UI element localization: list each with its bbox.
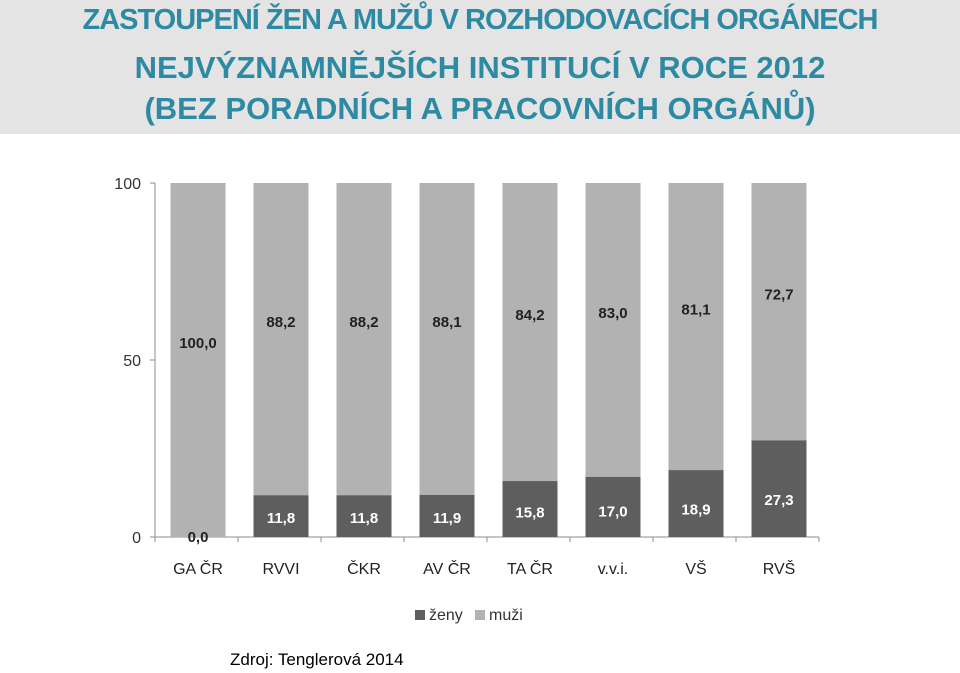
chart-title-line-1: ZASTOUPENÍ ŽEN A MUŽŮ V ROZHODOVACÍCH OR… [82,4,878,36]
chart-title-line-2: NEJVÝZNAMNĚJŠÍCH INSTITUCÍ V ROCE 2012 [134,50,826,85]
y-tick-label: 50 [123,353,141,370]
bar-segment-muzi [419,183,475,495]
data-label-zeny: 11,9 [433,510,461,527]
y-tick-label: 0 [132,530,141,547]
bar-segment-muzi [170,183,226,537]
bar-segment-zeny [419,494,475,537]
bar-segment-muzi [668,183,724,471]
bar-segment-muzi [502,183,558,482]
bar-segment-zeny [668,470,724,537]
legend-label-muzi: muži [489,607,523,624]
data-label-muzi: 88,2 [349,314,378,331]
data-label-zeny: 0,0 [188,529,209,546]
data-label-zeny: 17,0 [598,503,627,520]
x-category-label: GA ČR [173,559,223,578]
data-label-zeny: 27,3 [764,492,793,509]
bar-segment-muzi [751,183,807,441]
x-category-label: RVVI [262,561,299,578]
bar-segment-muzi [336,183,392,496]
data-label-zeny: 11,8 [267,510,295,527]
data-label-zeny: 11,8 [350,510,378,527]
legend-swatch-muzi [475,610,485,620]
bar-segment-zeny [502,481,558,537]
data-label-muzi: 100,0 [179,335,217,352]
legend-swatch-zeny [415,610,425,620]
bar-segment-zeny [253,495,309,537]
legend-label-zeny: ženy [429,607,463,624]
x-category-label: TA ČR [507,559,553,578]
bar-segment-muzi [253,183,309,496]
x-category-label: ČKR [347,559,381,578]
x-category-label: VŠ [685,559,706,578]
data-label-muzi: 72,7 [764,287,793,304]
bar-segment-zeny [585,476,641,537]
x-category-label: v.v.i. [598,561,629,578]
bar-segment-zeny [336,495,392,537]
bar-segment-muzi [585,183,641,477]
chart-title-line-3: (BEZ PORADNÍCH A PRACOVNÍCH ORGÁNŮ) [144,91,816,126]
bar-segment-zeny [751,440,807,537]
data-label-muzi: 88,2 [266,314,295,331]
source-note: Zdroj: Tenglerová 2014 [230,650,404,669]
data-label-zeny: 18,9 [681,501,710,518]
data-label-muzi: 81,1 [681,302,710,319]
y-tick-label: 100 [114,176,141,193]
x-category-label: RVŠ [763,559,796,578]
data-label-muzi: 84,2 [515,307,544,324]
title-band: ZASTOUPENÍ ŽEN A MUŽŮ V ROZHODOVACÍCH OR… [0,0,960,134]
data-label-muzi: 83,0 [598,305,627,322]
x-category-label: AV ČR [423,559,471,578]
data-label-muzi: 88,1 [432,314,461,331]
data-label-zeny: 15,8 [515,505,544,522]
